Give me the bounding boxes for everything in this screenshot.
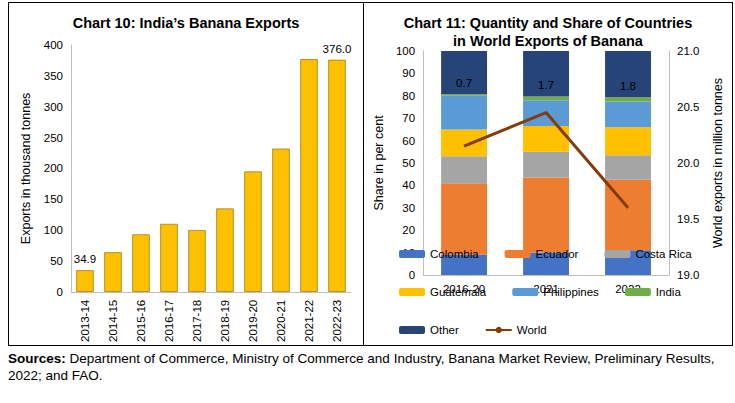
svg-text:1.7: 1.7 xyxy=(538,79,554,91)
svg-text:40: 40 xyxy=(402,179,415,191)
svg-text:30: 30 xyxy=(402,202,415,214)
svg-text:0: 0 xyxy=(409,269,415,281)
svg-text:19.5: 19.5 xyxy=(677,213,699,225)
svg-text:150: 150 xyxy=(44,193,63,205)
svg-text:Exports in thousand tonnes: Exports in thousand tonnes xyxy=(19,93,33,245)
svg-text:50: 50 xyxy=(50,255,63,267)
svg-text:2016-17: 2016-17 xyxy=(163,300,175,342)
svg-text:Guatemala: Guatemala xyxy=(430,286,487,298)
svg-text:India: India xyxy=(656,286,682,298)
svg-text:20.0: 20.0 xyxy=(677,157,699,169)
svg-text:60: 60 xyxy=(402,135,415,147)
svg-text:Chart 10: India’s Banana Expor: Chart 10: India’s Banana Exports xyxy=(73,15,300,31)
svg-text:2017-18: 2017-18 xyxy=(191,300,203,342)
svg-text:in World Exports of Banana: in World Exports of Banana xyxy=(453,33,644,49)
svg-text:Chart 11: Quantity and Share o: Chart 11: Quantity and Share of Countrie… xyxy=(404,15,692,31)
svg-text:0.7: 0.7 xyxy=(456,77,472,89)
svg-text:100: 100 xyxy=(44,224,63,236)
svg-text:0: 0 xyxy=(57,286,63,298)
svg-text:2015-16: 2015-16 xyxy=(135,300,147,342)
svg-text:19.0: 19.0 xyxy=(677,269,699,281)
svg-text:250: 250 xyxy=(44,132,63,144)
svg-text:Colombia: Colombia xyxy=(430,248,479,260)
svg-text:200: 200 xyxy=(44,162,63,174)
svg-text:50: 50 xyxy=(402,157,415,169)
svg-text:Costa Rica: Costa Rica xyxy=(635,248,692,260)
svg-text:2018-19: 2018-19 xyxy=(219,300,231,342)
svg-text:1.8: 1.8 xyxy=(620,80,636,92)
svg-text:2021-22: 2021-22 xyxy=(303,300,315,342)
svg-text:2022-23: 2022-23 xyxy=(331,300,343,342)
svg-text:400: 400 xyxy=(44,39,63,51)
svg-text:34.9: 34.9 xyxy=(74,253,96,265)
svg-text:70: 70 xyxy=(402,112,415,124)
svg-text:2019-20: 2019-20 xyxy=(247,300,259,342)
svg-text:90: 90 xyxy=(402,67,415,79)
svg-text:376.0: 376.0 xyxy=(323,43,352,55)
svg-text:2013-14: 2013-14 xyxy=(79,299,91,342)
svg-text:21.0: 21.0 xyxy=(677,45,699,57)
svg-text:2020-21: 2020-21 xyxy=(275,300,287,342)
svg-text:300: 300 xyxy=(44,101,63,113)
svg-text:20.5: 20.5 xyxy=(677,101,699,113)
svg-text:80: 80 xyxy=(402,90,415,102)
svg-text:World: World xyxy=(517,324,547,336)
html-text:Sources: Department of Commerc: Sources: Department of Commerce, Ministr… xyxy=(8,351,715,383)
svg-text:350: 350 xyxy=(44,70,63,82)
svg-text:2014-15: 2014-15 xyxy=(107,300,119,342)
svg-text:100: 100 xyxy=(396,45,415,57)
svg-text:Philippines: Philippines xyxy=(543,286,599,298)
svg-text:20: 20 xyxy=(402,224,415,236)
svg-text:World exports in million tonne: World exports in million tonnes xyxy=(711,78,725,248)
svg-text:Ecuador: Ecuador xyxy=(536,248,579,260)
svg-text:Share in per cent: Share in per cent xyxy=(372,115,386,211)
svg-text:Other: Other xyxy=(430,324,459,336)
